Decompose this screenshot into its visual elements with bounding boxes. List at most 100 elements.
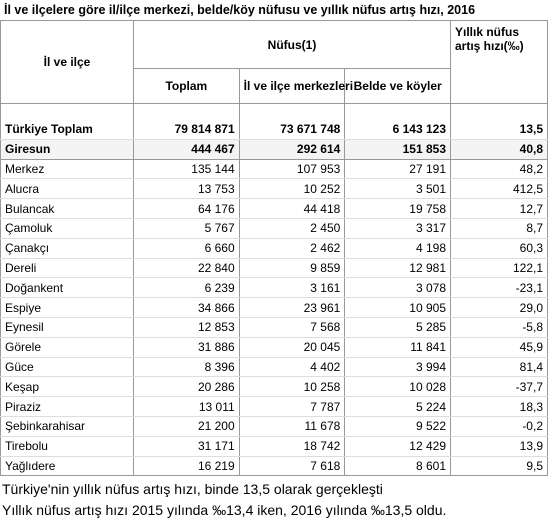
cell-value: 3 078: [344, 277, 451, 299]
table-row: Türkiye Toplam 79 814 871 73 671 748 6 143 …: [0, 120, 548, 140]
cell-value: -5,8: [450, 317, 548, 338]
table-row: Güce 8 396 4 402 3 994 81,4: [0, 357, 548, 378]
cell-value: -23,1: [450, 277, 548, 299]
population-table: İl ve ilçe Nüfus(1) Yıllık nüfus artış h…: [0, 20, 548, 477]
district-name: Piraziz: [0, 396, 134, 417]
table-row: Bulancak 64 176 44 418 19 758 12,7: [0, 198, 548, 219]
cell-value: 444 467: [133, 139, 240, 160]
cell-value: 412,5: [450, 178, 548, 200]
cell-value: 31 171: [133, 436, 240, 457]
table-row: Alucra 13 753 10 252 3 501 412,5: [0, 178, 548, 200]
cell-value: 4 402: [238, 357, 346, 378]
cell-value: 7 568: [238, 317, 346, 338]
cell-value: 16 219: [133, 456, 240, 477]
note: Türkiye'nin yıllık nüfus artış hızı, bin…: [2, 481, 383, 497]
cell-value: 27 191: [344, 159, 451, 180]
cell-value: 3 994: [344, 357, 451, 378]
district-name: Güce: [0, 357, 134, 378]
district-name: Keşap: [0, 376, 134, 398]
district-name: Görele: [0, 337, 134, 358]
header-district: İl ve ilçe: [0, 20, 134, 104]
cell-value: 18,3: [450, 396, 548, 417]
cell-value: 107 953: [238, 159, 346, 180]
cell-value: 151 853: [344, 139, 451, 160]
district-name: Eynesil: [0, 317, 134, 338]
cell-value: 3 161: [238, 277, 346, 299]
cell-value: 34 866: [133, 297, 240, 318]
cell-value: 9,5: [450, 456, 548, 477]
cell-value: 48,2: [450, 159, 548, 180]
cell-value: 6 239: [133, 277, 240, 299]
cell-value: 21 200: [133, 416, 240, 437]
header-villages: Belde ve köyler: [344, 68, 451, 104]
cell-value: 31 886: [133, 337, 240, 358]
table-row: Şebinkarahisar 21 200 11 678 9 522 -0,2: [0, 416, 548, 437]
cell-value: 10 258: [238, 376, 346, 398]
table-row: Eynesil 12 853 7 568 5 285 -5,8: [0, 317, 548, 338]
cell-value: -0,2: [450, 416, 548, 437]
table-row: Merkez 135 144 107 953 27 191 48,2: [0, 159, 548, 180]
cell-value: 60,3: [450, 238, 548, 259]
note: Yıllık nüfus artış hızı 2015 yılında ‰13…: [2, 502, 447, 518]
cell-value: 292 614: [238, 139, 346, 160]
cell-value: 9 522: [344, 416, 451, 437]
table-row: Doğankent 6 239 3 161 3 078 -23,1: [0, 277, 548, 299]
district-name: Türkiye Toplam: [0, 120, 134, 140]
cell-value: 12 853: [133, 317, 240, 338]
table-row: Çamoluk 5 767 2 450 3 317 8,7: [0, 218, 548, 239]
cell-value: 6 143 123: [344, 120, 451, 140]
district-name: Doğankent: [0, 277, 134, 299]
title: İl ve ilçelere göre il/ilçe merkezi, bel…: [4, 3, 476, 17]
cell-value: 64 176: [133, 198, 240, 219]
cell-value: 10 028: [344, 376, 451, 398]
header-growth: Yıllık nüfus artış hızı(‰): [450, 20, 548, 104]
cell-value: 5 285: [344, 317, 451, 338]
district-name: Çamoluk: [0, 218, 134, 239]
cell-value: 13,5: [450, 120, 548, 140]
table-row: Keşap 20 286 10 258 10 028 -37,7: [0, 376, 548, 398]
cell-value: 5 224: [344, 396, 451, 417]
cell-value: 23 961: [238, 297, 346, 318]
table-row: Giresun 444 467 292 614 151 853 40,8: [0, 139, 548, 160]
cell-value: 11 678: [238, 416, 346, 437]
table-row: Görele 31 886 20 045 11 841 45,9: [0, 337, 548, 358]
cell-value: 2 450: [238, 218, 346, 239]
district-name: Alucra: [0, 178, 134, 200]
cell-value: 29,0: [450, 297, 548, 318]
cell-value: 45,9: [450, 337, 548, 358]
cell-value: 12,7: [450, 198, 548, 219]
cell-value: 44 418: [238, 198, 346, 219]
district-name: Merkez: [0, 159, 134, 180]
district-name: Dereli: [0, 258, 134, 279]
cell-value: 10 905: [344, 297, 451, 318]
cell-value: 122,1: [450, 258, 548, 279]
cell-value: 3 317: [344, 218, 451, 239]
cell-value: 13 011: [133, 396, 240, 417]
cell-value: 13 753: [133, 178, 240, 200]
cell-value: 22 840: [133, 258, 240, 279]
table-row: Çanakçı 6 660 2 462 4 198 60,3: [0, 238, 548, 259]
cell-value: 8 601: [344, 456, 451, 477]
district-name: Espiye: [0, 297, 134, 318]
cell-value: 2 462: [238, 238, 346, 259]
cell-value: 11 841: [344, 337, 451, 358]
district-name: Çanakçı: [0, 238, 134, 259]
cell-value: 7 787: [238, 396, 346, 417]
cell-value: 10 252: [238, 178, 346, 200]
district-name: Yağlıdere: [0, 456, 134, 477]
header-total: Toplam: [133, 68, 240, 104]
cell-value: 18 742: [238, 436, 346, 457]
cell-value: 8 396: [133, 357, 240, 378]
cell-value: 6 660: [133, 238, 240, 259]
cell-value: 20 286: [133, 376, 240, 398]
table-row: Espiye 34 866 23 961 10 905 29,0: [0, 297, 548, 318]
cell-value: 19 758: [344, 198, 451, 219]
cell-value: 8,7: [450, 218, 548, 239]
cell-value: 20 045: [238, 337, 346, 358]
cell-value: 135 144: [133, 159, 240, 180]
cell-value: 12 981: [344, 258, 451, 279]
cell-value: 73 671 748: [238, 120, 346, 140]
table-body: Türkiye Toplam 79 814 871 73 671 748 6 143 …: [0, 120, 548, 477]
cell-value: 7 618: [238, 456, 346, 477]
